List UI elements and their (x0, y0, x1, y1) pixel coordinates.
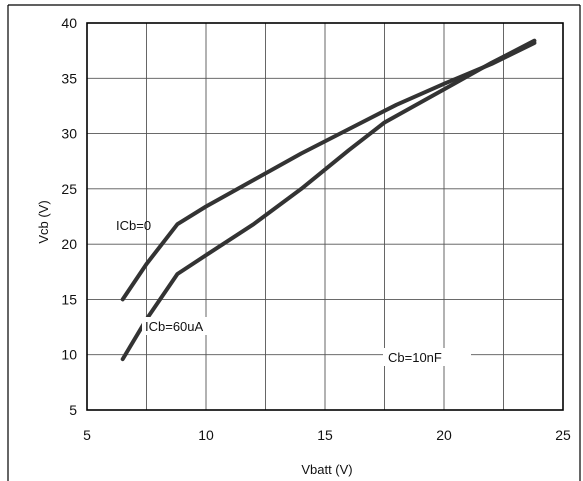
plot-area-border (86, 22, 564, 411)
x-tick-label: 15 (317, 427, 333, 443)
y-tick-label: 40 (61, 15, 77, 31)
y-tick-label: 30 (61, 126, 77, 142)
y-tick-label: 20 (61, 236, 77, 252)
y-tick-label: 5 (69, 402, 77, 418)
y-axis-label: Vcb (V) (36, 200, 51, 243)
x-tick-label: 20 (436, 427, 452, 443)
y-tick-label: 15 (61, 291, 77, 307)
y-tick-label: 25 (61, 181, 77, 197)
series-line-icb60ua (120, 38, 537, 362)
y-tick-label: 35 (61, 70, 77, 86)
x-tick-labels: 5 10 15 20 25 (83, 427, 571, 443)
grid-lines (87, 23, 563, 410)
series-lines (120, 38, 537, 362)
annotation-bg-cb10nf (383, 348, 471, 366)
annotation-icb60: ICb=60uA (145, 319, 204, 334)
x-tick-label: 10 (198, 427, 214, 443)
x-tick-label: 5 (83, 427, 91, 443)
y-tick-labels: 5 10 15 20 25 30 35 40 (61, 15, 77, 418)
annotation-icb0: ICb=0 (116, 218, 151, 233)
annotation-cb10nf: Cb=10nF (388, 350, 442, 365)
y-tick-label: 10 (61, 347, 77, 363)
x-tick-label: 25 (555, 427, 571, 443)
x-axis-label: Vbatt (V) (301, 462, 352, 477)
annotation-bg-icb60 (142, 317, 242, 335)
series-line-icb0 (120, 40, 537, 302)
